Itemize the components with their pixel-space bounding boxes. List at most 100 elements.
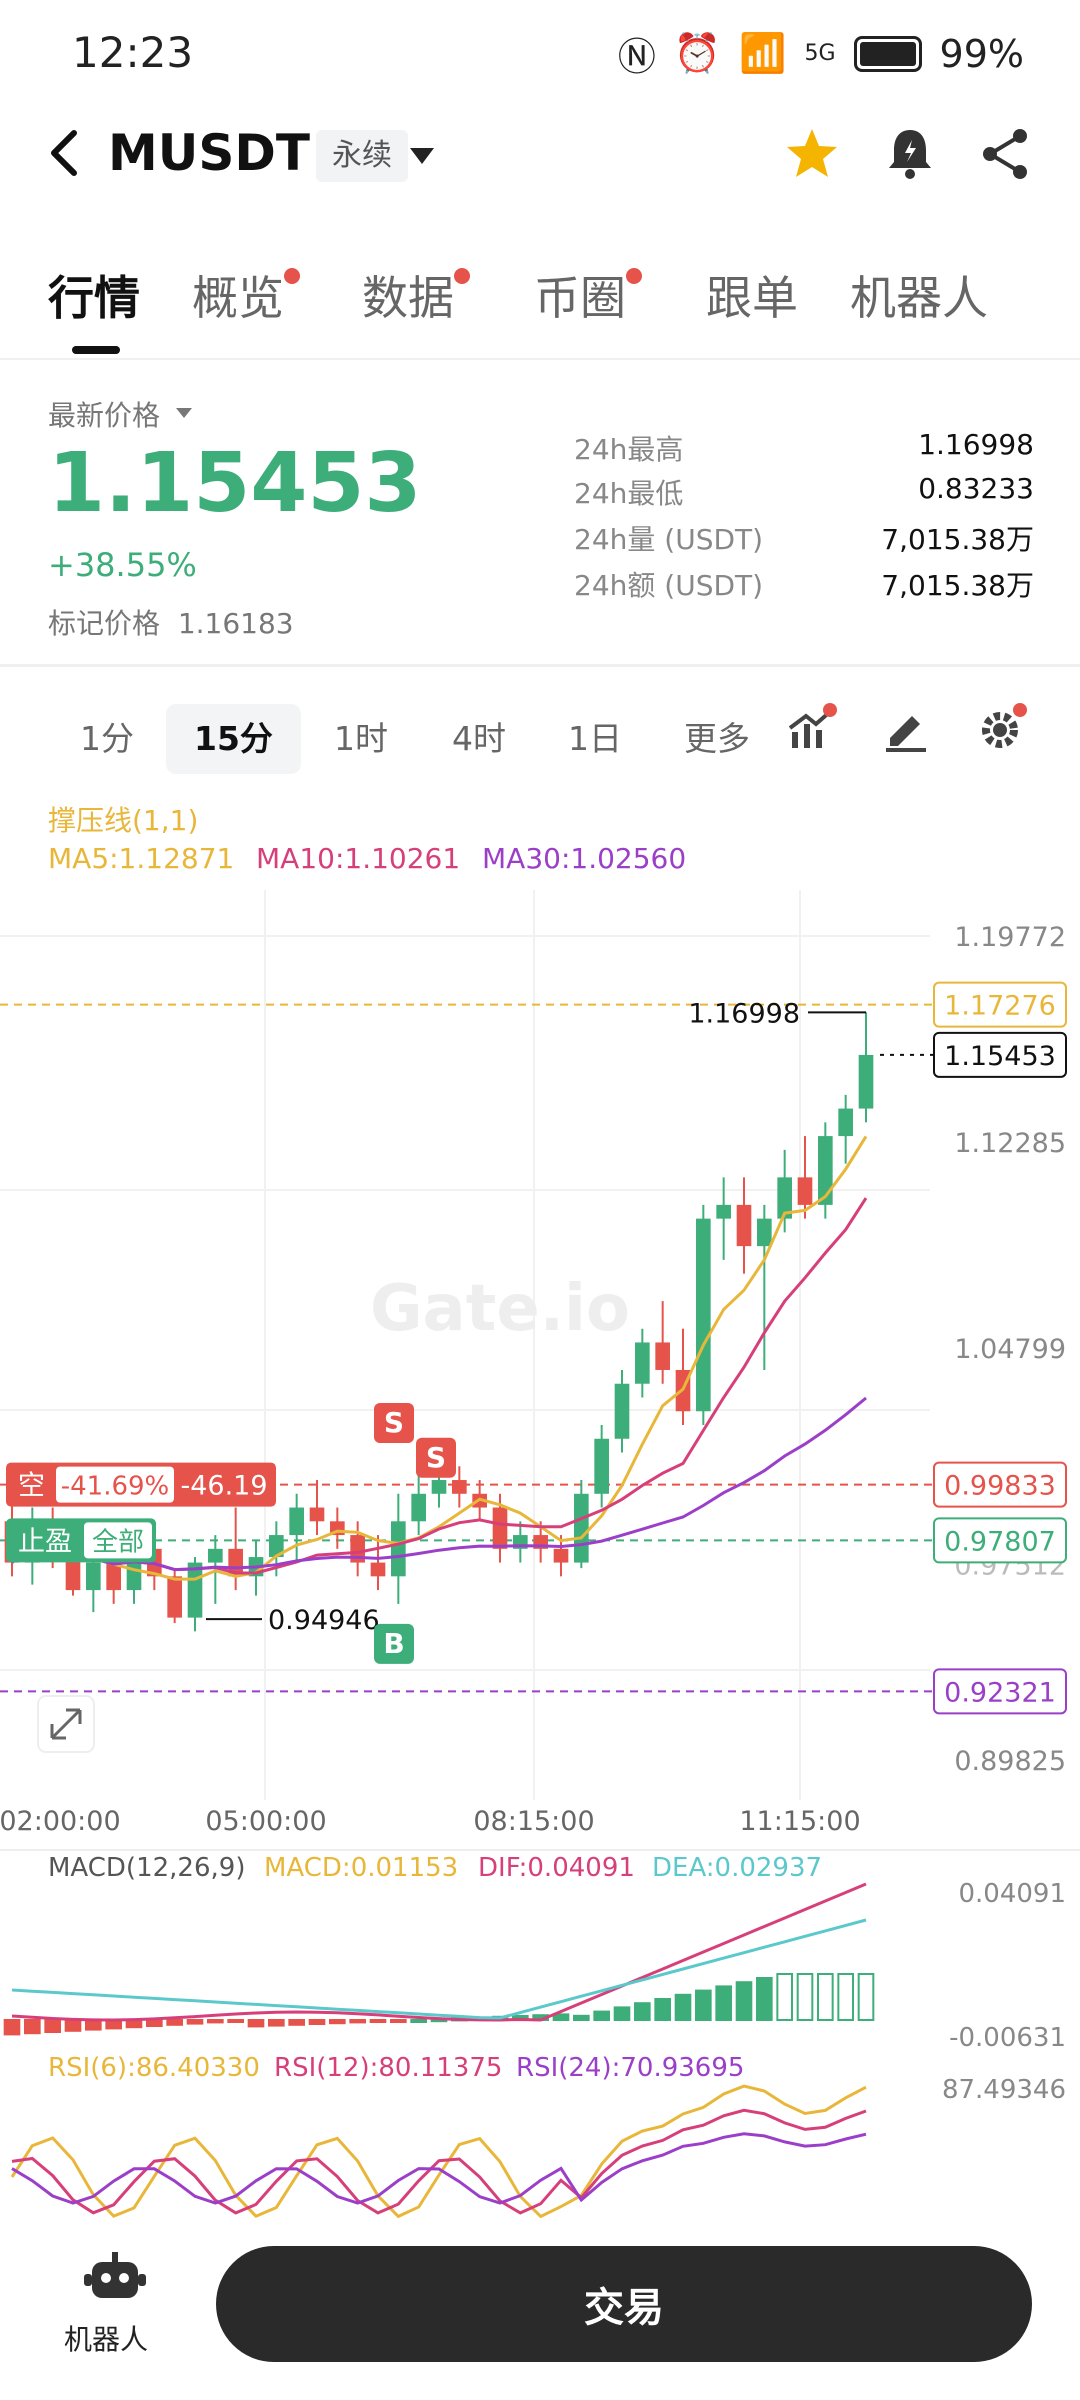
macd-bar bbox=[857, 1973, 875, 2021]
rsi-6: RSI(6):86.40330 bbox=[48, 2053, 260, 2083]
battery-icon bbox=[853, 35, 922, 72]
macd-bar bbox=[166, 2019, 183, 2026]
interval-4h[interactable]: 4时 bbox=[452, 719, 506, 758]
candle bbox=[86, 1562, 101, 1591]
robot-label[interactable]: 机器人 bbox=[64, 2323, 149, 2356]
candle bbox=[350, 1535, 365, 1563]
macd-bar bbox=[695, 1989, 712, 2021]
expand-icon-glyph bbox=[50, 1708, 82, 1740]
network-label: 5G bbox=[804, 41, 836, 66]
tab-bot[interactable]: 机器人 bbox=[850, 271, 988, 325]
macd-dif: DIF:0.04091 bbox=[478, 1853, 635, 1883]
ma-line-30 bbox=[10, 1396, 867, 1572]
candle bbox=[716, 1204, 731, 1219]
macd-bar bbox=[146, 2019, 163, 2027]
rsi-12: RSI(12):80.11375 bbox=[274, 2053, 502, 2083]
macd-bar bbox=[735, 1981, 753, 2021]
candle bbox=[167, 1576, 182, 1618]
draw-icon[interactable] bbox=[878, 700, 934, 756]
position-pnl-pct: -41.69% bbox=[61, 1472, 170, 1502]
symbol-title[interactable]: MUSDT bbox=[108, 124, 310, 182]
interval-1d[interactable]: 1日 bbox=[568, 719, 622, 758]
price-line-label-box bbox=[933, 1461, 1067, 1508]
macd-dea-line bbox=[11, 1918, 867, 2020]
macd-bar bbox=[369, 2019, 387, 2023]
robot-icon[interactable] bbox=[82, 2248, 148, 2308]
tab-overview[interactable]: 概览 bbox=[192, 262, 300, 328]
divider bbox=[0, 358, 1080, 360]
candle bbox=[797, 1177, 813, 1205]
tab-underline bbox=[72, 346, 120, 354]
settings-icon[interactable] bbox=[974, 700, 1030, 756]
interval-15m[interactable]: 15分 bbox=[166, 704, 301, 774]
candle bbox=[309, 1507, 325, 1522]
macd-tick: -0.00631 bbox=[949, 2023, 1066, 2053]
price-line-label-box bbox=[933, 981, 1067, 1028]
stat-value-volume: 7,015.38万 bbox=[881, 523, 1034, 556]
tab-market[interactable]: 行情 bbox=[48, 271, 140, 325]
macd-bar bbox=[44, 2019, 61, 2033]
candle bbox=[757, 1218, 772, 1247]
macd-bar bbox=[654, 1998, 671, 2021]
contract-type-tag[interactable]: 永续 bbox=[316, 130, 408, 182]
star-icon[interactable] bbox=[782, 124, 842, 184]
position-pnl-box bbox=[56, 1466, 174, 1503]
ma-legend-1: MA5:1.12871 bbox=[48, 842, 234, 875]
tp-sl-scope: 全部 bbox=[92, 1527, 144, 1557]
nfc-icon: Ⓝ bbox=[617, 35, 656, 79]
tab-copy-trading[interactable]: 跟单 bbox=[706, 271, 798, 325]
interval-1m[interactable]: 1分 bbox=[80, 719, 134, 758]
x-tick-label: 11:15:00 bbox=[739, 1806, 860, 1837]
macd-bar bbox=[756, 1977, 773, 2021]
latest-price-label[interactable]: 最新价格 bbox=[48, 399, 161, 432]
share-icon[interactable] bbox=[976, 124, 1036, 184]
price-line-label-box bbox=[933, 1517, 1067, 1564]
rsi-line bbox=[10, 2084, 867, 2219]
macd-bar bbox=[796, 1973, 814, 2021]
interval-more[interactable]: 更多 bbox=[684, 719, 750, 758]
tab-data[interactable]: 数据 bbox=[362, 262, 470, 328]
rsi-24: RSI(24):70.93695 bbox=[516, 2053, 744, 2083]
macd-dif-line bbox=[11, 1882, 867, 2022]
macd-bar bbox=[24, 2019, 41, 2035]
stat-label-high: 24h最高 bbox=[574, 433, 684, 466]
candle bbox=[594, 1438, 609, 1494]
x-tick-label: 08:15:00 bbox=[473, 1806, 594, 1837]
rsi-line bbox=[11, 2132, 867, 2205]
back-icon[interactable] bbox=[44, 128, 84, 178]
chevron-down-icon[interactable] bbox=[410, 148, 434, 164]
interval-1h[interactable]: 1时 bbox=[334, 719, 388, 758]
macd-bar bbox=[268, 2019, 285, 2027]
tab-community[interactable]: 币圈 bbox=[534, 262, 642, 328]
tp-sl-label: 止盈 bbox=[18, 1526, 72, 1557]
indicator-icon[interactable] bbox=[784, 700, 840, 756]
candle bbox=[411, 1493, 426, 1522]
price-line-label: 1.15453 bbox=[944, 1041, 1056, 1072]
status-time: 12:23 bbox=[72, 28, 194, 77]
macd-bar bbox=[247, 2019, 265, 2028]
kline-chart[interactable]: 撑压线(1,1) MA5:1.12871 MA10:1.10261 MA30:1.02… bbox=[0, 790, 1080, 2220]
change-percent: +38.55% bbox=[48, 546, 197, 584]
macd-bar bbox=[593, 2010, 610, 2021]
high-annotation: 1.16998 bbox=[688, 998, 800, 1029]
macd-title: MACD(12,26,9) bbox=[48, 1853, 245, 1883]
bell-icon[interactable] bbox=[880, 124, 940, 184]
price-line-label: 0.97807 bbox=[944, 1526, 1056, 1557]
candle bbox=[106, 1562, 121, 1591]
macd-bar bbox=[186, 2019, 204, 2025]
macd-bar bbox=[715, 1985, 732, 2022]
macd-bar bbox=[390, 2019, 407, 2023]
trade-marker-label: B bbox=[383, 1627, 404, 1660]
y-tick-label: 1.04799 bbox=[954, 1334, 1066, 1365]
macd-bar bbox=[308, 2019, 326, 2025]
status-icons: Ⓝ ⏰ 📶 5G 99% bbox=[618, 26, 1024, 81]
price-line-label: 0.99833 bbox=[944, 1471, 1056, 1502]
macd-bar bbox=[837, 1973, 854, 2021]
caret-down-icon[interactable] bbox=[176, 408, 192, 418]
candle bbox=[289, 1507, 304, 1536]
macd-bar bbox=[552, 2013, 570, 2022]
trade-button[interactable]: 交易 bbox=[216, 2246, 1032, 2362]
macd-bar bbox=[64, 2019, 82, 2032]
ma-legend-3: MA30:1.02560 bbox=[482, 842, 686, 875]
last-price: 1.15453 bbox=[48, 436, 422, 531]
